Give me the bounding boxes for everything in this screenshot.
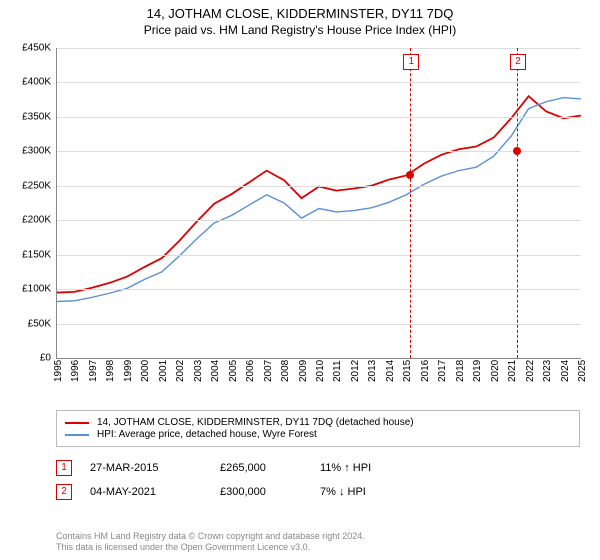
sale-index-box: 2: [56, 484, 72, 500]
x-axis-label: 2015: [402, 360, 413, 382]
y-axis-label: £200K: [22, 215, 51, 226]
table-row: 2 04-MAY-2021 £300,000 7% ↓ HPI: [56, 480, 580, 504]
x-axis-label: 2016: [420, 360, 431, 382]
x-axis-label: 2009: [298, 360, 309, 382]
x-axis-label: 1999: [123, 360, 134, 382]
x-axis-label: 2007: [263, 360, 274, 382]
chart-plot-area: £0£50K£100K£150K£200K£250K£300K£350K£400…: [56, 48, 581, 359]
x-axis-label: 2024: [560, 360, 571, 382]
x-axis-label: 2018: [455, 360, 466, 382]
y-axis-label: £50K: [28, 318, 51, 329]
footnote: Contains HM Land Registry data © Crown c…: [56, 531, 365, 554]
sale-diff: 7% ↓ HPI: [320, 486, 440, 498]
y-axis-label: £150K: [22, 249, 51, 260]
sale-index-box: 1: [56, 460, 72, 476]
legend-item: HPI: Average price, detached house, Wyre…: [65, 429, 571, 440]
footnote-line: Contains HM Land Registry data © Crown c…: [56, 531, 365, 543]
footnote-line: This data is licensed under the Open Gov…: [56, 542, 365, 554]
y-axis-label: £300K: [22, 146, 51, 157]
x-axis-label: 1995: [53, 360, 64, 382]
x-axis-label: 2003: [193, 360, 204, 382]
x-axis-label: 1996: [70, 360, 81, 382]
marker-line: [517, 48, 518, 358]
sale-price: £265,000: [220, 462, 320, 474]
legend-item: 14, JOTHAM CLOSE, KIDDERMINSTER, DY11 7D…: [65, 417, 571, 428]
x-axis-label: 2001: [158, 360, 169, 382]
x-axis-label: 1998: [105, 360, 116, 382]
sale-price: £300,000: [220, 486, 320, 498]
x-axis-label: 2010: [315, 360, 326, 382]
marker-dot: [513, 147, 521, 155]
y-axis-label: £0: [40, 353, 51, 364]
x-axis-label: 1997: [88, 360, 99, 382]
table-row: 1 27-MAR-2015 £265,000 11% ↑ HPI: [56, 456, 580, 480]
chart-container: 14, JOTHAM CLOSE, KIDDERMINSTER, DY11 7D…: [0, 0, 600, 560]
marker-line: [410, 48, 411, 358]
y-axis-label: £100K: [22, 284, 51, 295]
marker-index-box: 2: [510, 54, 526, 70]
chart-svg: [57, 48, 581, 358]
x-axis-label: 2002: [175, 360, 186, 382]
y-axis-label: £350K: [22, 111, 51, 122]
x-axis-label: 2014: [385, 360, 396, 382]
y-axis-label: £400K: [22, 77, 51, 88]
legend-swatch: [65, 434, 89, 436]
marker-index-box: 1: [403, 54, 419, 70]
chart-title: 14, JOTHAM CLOSE, KIDDERMINSTER, DY11 7D…: [0, 0, 600, 21]
series-line-property: [57, 96, 581, 292]
y-axis-label: £250K: [22, 180, 51, 191]
x-axis-label: 2006: [245, 360, 256, 382]
sales-table: 1 27-MAR-2015 £265,000 11% ↑ HPI 2 04-MA…: [56, 456, 580, 504]
x-axis-label: 2000: [140, 360, 151, 382]
sale-date: 27-MAR-2015: [90, 462, 220, 474]
x-axis-label: 2011: [332, 360, 343, 382]
x-axis-label: 2017: [437, 360, 448, 382]
legend-label: 14, JOTHAM CLOSE, KIDDERMINSTER, DY11 7D…: [97, 417, 414, 428]
legend-label: HPI: Average price, detached house, Wyre…: [97, 429, 317, 440]
x-axis-label: 2013: [367, 360, 378, 382]
x-axis-label: 2020: [490, 360, 501, 382]
chart-subtitle: Price paid vs. HM Land Registry's House …: [0, 21, 600, 37]
x-axis-label: 2019: [472, 360, 483, 382]
x-axis-label: 2021: [507, 360, 518, 382]
x-axis-label: 2023: [542, 360, 553, 382]
x-axis-label: 2022: [525, 360, 536, 382]
x-axis-label: 2012: [350, 360, 361, 382]
sale-date: 04-MAY-2021: [90, 486, 220, 498]
x-axis-label: 2004: [210, 360, 221, 382]
marker-dot: [406, 171, 414, 179]
sale-diff: 11% ↑ HPI: [320, 462, 440, 474]
x-axis-label: 2005: [228, 360, 239, 382]
y-axis-label: £450K: [22, 43, 51, 54]
x-axis-label: 2008: [280, 360, 291, 382]
legend-box: 14, JOTHAM CLOSE, KIDDERMINSTER, DY11 7D…: [56, 410, 580, 447]
legend-swatch: [65, 422, 89, 424]
x-axis-label: 2025: [577, 360, 588, 382]
